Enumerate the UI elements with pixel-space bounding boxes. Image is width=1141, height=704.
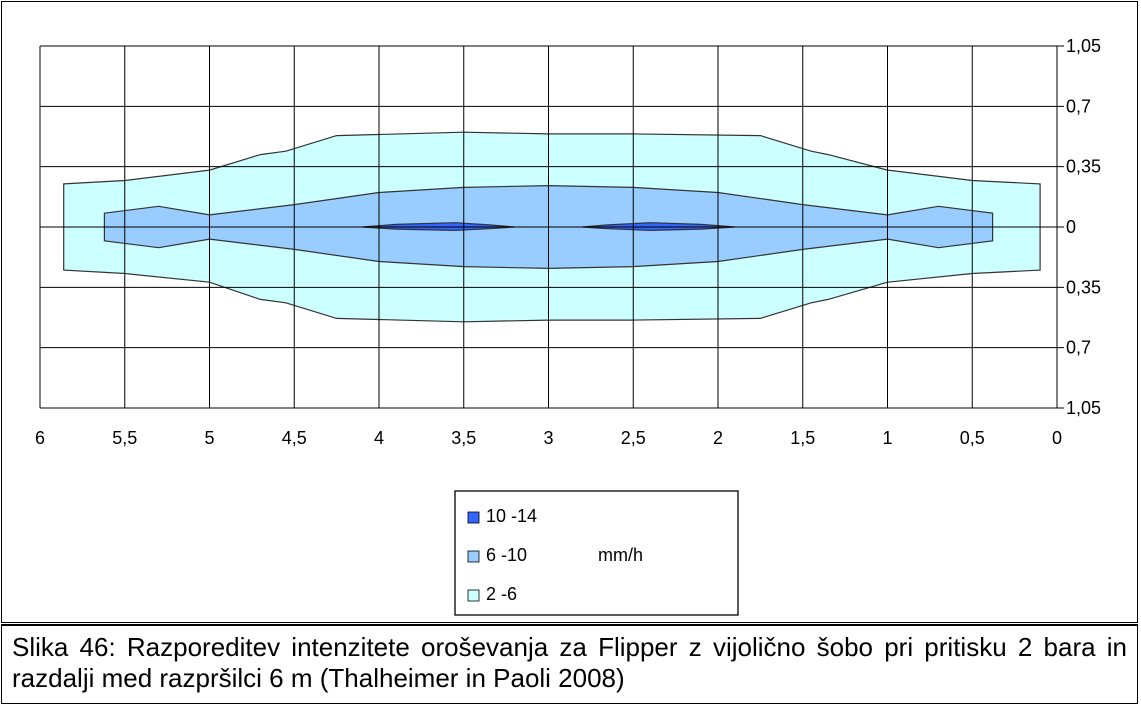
- x-axis-ticks: 6 5,5 5 4,5 4 3,5 3 2,5 2 1,5 1 0,5 0: [35, 428, 1062, 448]
- y-tick-label: 1,05: [1066, 36, 1101, 56]
- grid-lines: [39, 45, 1064, 409]
- legend: 10 -14 6 -10 mm/h 2 -6: [454, 490, 739, 616]
- contour-chart: 6 5,5 5 4,5 4 3,5 3 2,5 2 1,5 1 0,5 0 1,05 0,7 0,35 0 0,…: [35, 36, 1101, 616]
- x-tick-label: 0,5: [960, 428, 985, 448]
- legend-swatch-1: [467, 511, 480, 524]
- x-tick-label: 3,5: [451, 428, 476, 448]
- y-tick-label: 0,35: [1066, 277, 1101, 297]
- y-tick-label: 0,35: [1066, 157, 1101, 177]
- x-tick-label: 4,5: [282, 428, 307, 448]
- x-tick-label: 5,5: [112, 428, 137, 448]
- x-tick-label: 2,5: [621, 428, 646, 448]
- figure-frame: [1, 1, 1138, 623]
- x-tick-label: 2: [713, 428, 723, 448]
- y-tick-label: 0: [1066, 217, 1076, 237]
- legend-label-3: 2 -6: [486, 584, 517, 604]
- x-tick-label: 3: [543, 428, 553, 448]
- y-tick-label: 1,05: [1066, 398, 1101, 418]
- x-tick-label: 5: [204, 428, 214, 448]
- x-tick-label: 0: [1052, 428, 1062, 448]
- x-tick-label: 4: [374, 428, 384, 448]
- legend-unit: mm/h: [598, 545, 643, 565]
- legend-label-2: 6 -10: [486, 545, 527, 565]
- x-tick-label: 6: [35, 428, 45, 448]
- figure-caption: Slika 46: Razporeditev intenzitete oroše…: [1, 624, 1138, 704]
- x-tick-label: 1,5: [790, 428, 815, 448]
- legend-label-1: 10 -14: [486, 506, 537, 526]
- y-tick-label: 0,7: [1066, 338, 1091, 358]
- y-axis-ticks: 1,05 0,7 0,35 0 0,35 0,7 1,05: [1066, 36, 1101, 418]
- x-tick-label: 1: [882, 428, 892, 448]
- legend-swatch-3: [467, 589, 480, 602]
- legend-swatch-2: [467, 550, 480, 563]
- y-tick-label: 0,7: [1066, 96, 1091, 116]
- legend-box: [454, 490, 739, 616]
